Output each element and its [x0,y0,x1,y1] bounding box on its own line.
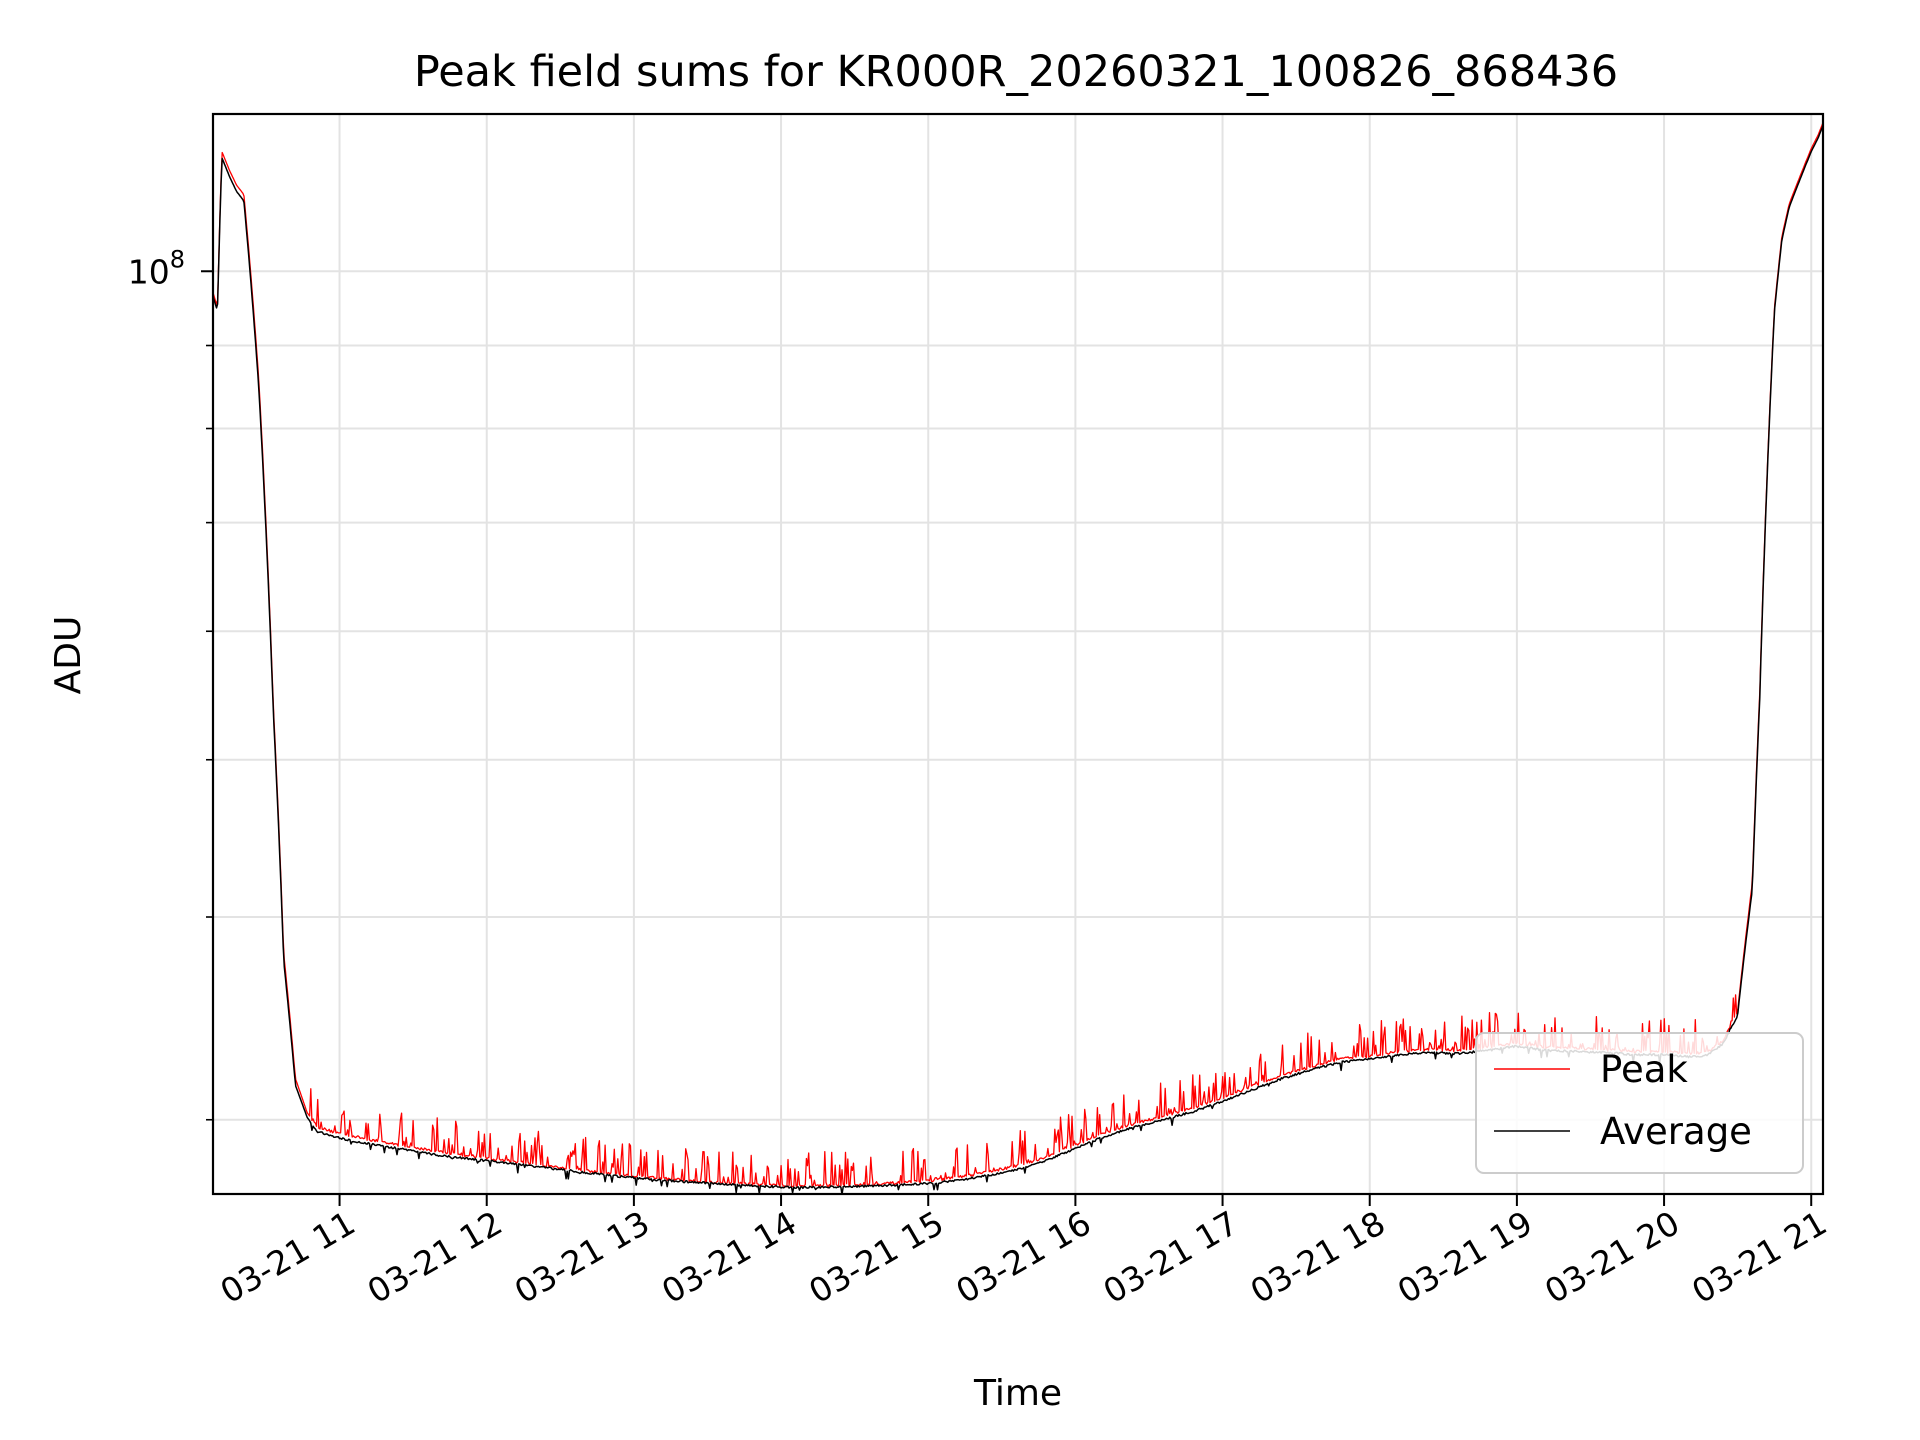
chart-title: Peak field sums for KR000R_20260321_1008… [414,47,1618,97]
legend: Peak Average [1475,1032,1804,1174]
legend-average-label: Average [1600,1110,1752,1153]
grid-layer [213,114,1823,1194]
y-axis: 108 [128,245,213,1121]
legend-box [1475,1032,1804,1174]
plot-frame [211,112,1825,1196]
series-line-peak [213,122,1823,1188]
x-axis-label: Time [973,1373,1062,1414]
y-tick-label: 108 [128,245,185,291]
y-axis-label: ADU [48,616,89,695]
legend-peak-label: Peak [1600,1048,1688,1091]
